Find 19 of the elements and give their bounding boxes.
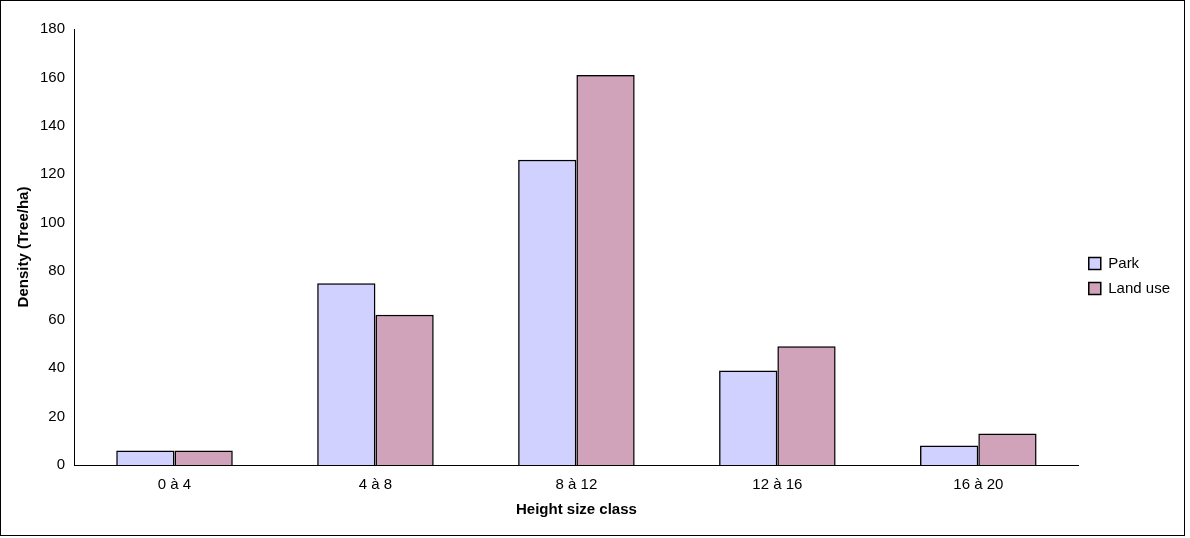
y-tick-label: 60 — [48, 309, 66, 327]
y-tick-label: 40 — [48, 358, 66, 376]
legend-label: Park — [1108, 253, 1140, 271]
y-tick-label: 140 — [40, 116, 66, 134]
y-tick-label: 100 — [40, 212, 66, 230]
x-tick-label: 8 à 12 — [555, 475, 598, 493]
x-tick-label: 16 à 20 — [953, 475, 1004, 493]
y-tick-label: 80 — [48, 261, 66, 279]
y-tick-label: 180 — [40, 19, 66, 37]
legend-label: Land use — [1108, 278, 1171, 296]
y-tick-label: 20 — [48, 406, 66, 424]
y-tick-label: 160 — [40, 67, 66, 85]
x-tick-label: 0 à 4 — [157, 475, 192, 493]
x-axis-title: Height size class — [515, 500, 637, 518]
y-tick-label: 120 — [40, 164, 66, 182]
x-tick-label: 12 à 16 — [752, 475, 803, 493]
x-tick-label: 4 à 8 — [358, 475, 393, 493]
y-tick-label: 0 — [56, 455, 66, 473]
y-axis-title: Density (Tree/ha) — [14, 186, 32, 308]
